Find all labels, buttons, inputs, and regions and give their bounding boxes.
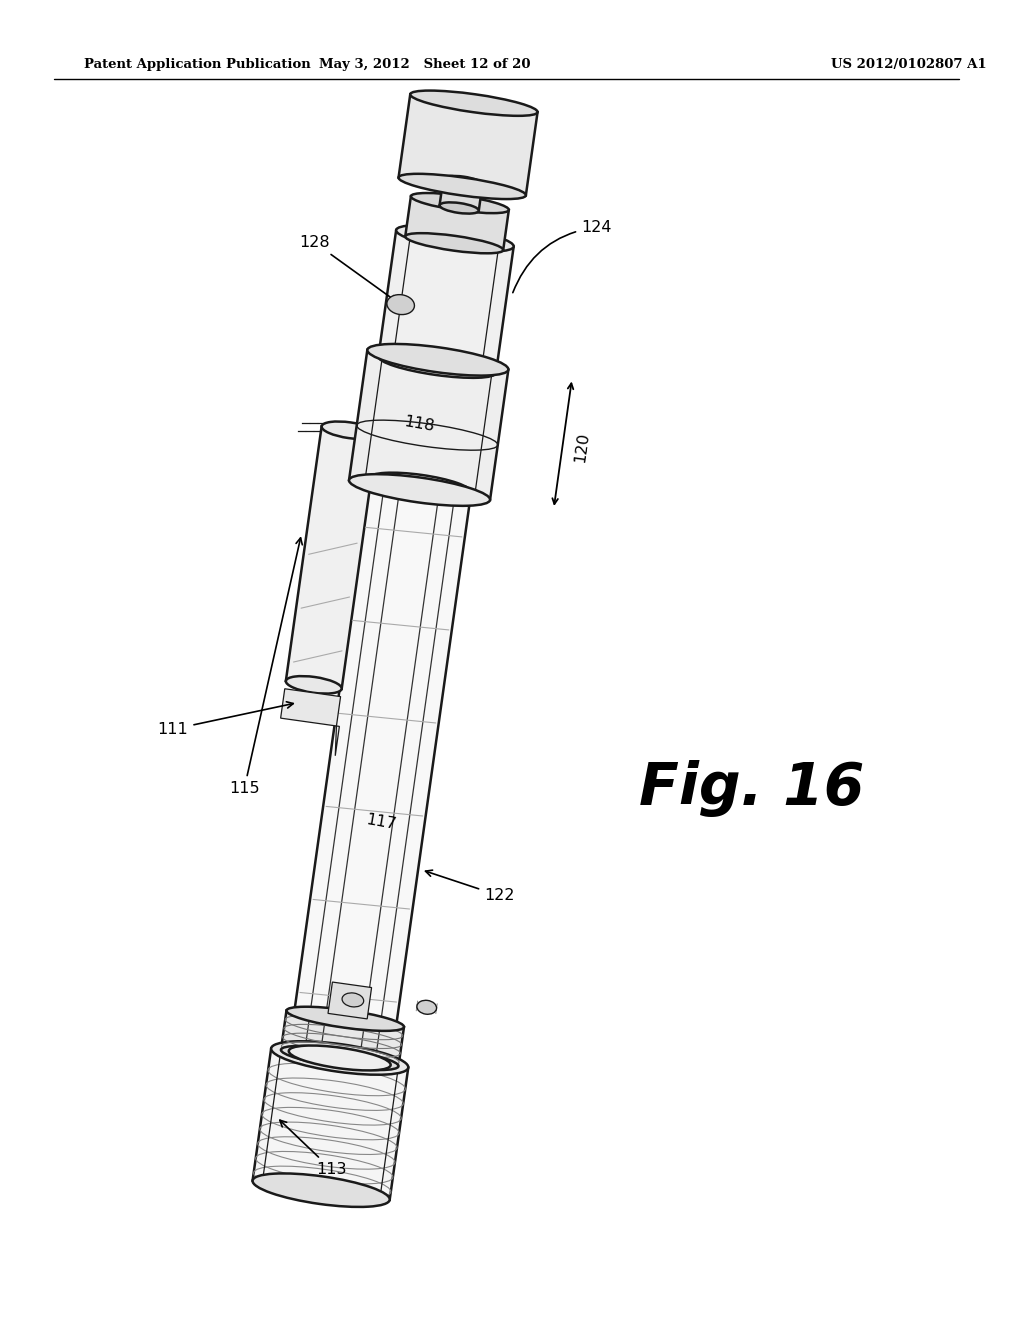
Ellipse shape [289,1045,391,1071]
Ellipse shape [379,351,496,378]
Text: May 3, 2012   Sheet 12 of 20: May 3, 2012 Sheet 12 of 20 [319,58,531,71]
Text: 118: 118 [402,414,435,434]
Text: 111: 111 [158,702,293,737]
Ellipse shape [439,202,479,214]
Text: 124: 124 [513,219,611,293]
Polygon shape [335,726,339,756]
Ellipse shape [281,1045,398,1071]
Polygon shape [281,1011,404,1067]
Polygon shape [439,178,482,211]
Text: Patent Application Publication: Patent Application Publication [84,58,311,71]
Text: 115: 115 [229,537,302,796]
Ellipse shape [370,473,471,498]
Polygon shape [281,689,341,726]
Ellipse shape [411,91,538,116]
Ellipse shape [271,1041,409,1074]
Text: 117: 117 [365,812,397,832]
Ellipse shape [417,1001,436,1014]
Ellipse shape [398,174,526,199]
Polygon shape [406,197,509,249]
Polygon shape [328,982,372,1019]
Polygon shape [398,94,538,195]
Ellipse shape [286,676,342,693]
Polygon shape [286,426,378,689]
Text: 113: 113 [280,1121,346,1176]
Ellipse shape [387,294,415,314]
Ellipse shape [349,474,490,506]
Text: US 2012/0102807 A1: US 2012/0102807 A1 [830,58,986,71]
Ellipse shape [443,176,482,187]
Ellipse shape [287,1007,404,1031]
Polygon shape [349,350,508,500]
Ellipse shape [396,226,514,252]
Polygon shape [379,230,514,374]
Polygon shape [253,1048,409,1200]
Text: 120: 120 [572,430,592,463]
Polygon shape [289,478,471,1065]
Ellipse shape [368,345,508,376]
Ellipse shape [322,421,378,440]
Ellipse shape [253,1173,390,1206]
Ellipse shape [406,234,503,253]
Text: 128: 128 [299,235,397,302]
Text: Fig. 16: Fig. 16 [639,760,864,817]
Ellipse shape [342,993,364,1007]
Ellipse shape [411,193,509,213]
Text: 122: 122 [426,870,515,903]
